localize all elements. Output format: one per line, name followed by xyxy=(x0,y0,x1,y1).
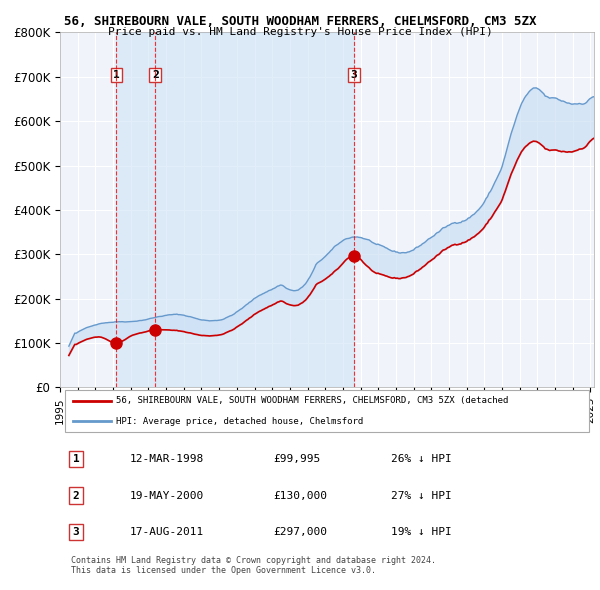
Text: 3: 3 xyxy=(73,527,79,537)
Text: 12-MAR-1998: 12-MAR-1998 xyxy=(130,454,203,464)
Bar xyxy=(155,32,354,388)
Text: 26% ↓ HPI: 26% ↓ HPI xyxy=(391,454,452,464)
Text: 1: 1 xyxy=(73,454,79,464)
Text: £99,995: £99,995 xyxy=(274,454,321,464)
Text: 1: 1 xyxy=(113,70,120,80)
Text: 3: 3 xyxy=(350,70,357,80)
Text: 19-MAY-2000: 19-MAY-2000 xyxy=(130,490,203,500)
Bar xyxy=(116,32,155,388)
Text: 17-AUG-2011: 17-AUG-2011 xyxy=(130,527,203,537)
Text: £297,000: £297,000 xyxy=(274,527,328,537)
Text: £130,000: £130,000 xyxy=(274,490,328,500)
Text: 2: 2 xyxy=(152,70,158,80)
Text: Contains HM Land Registry data © Crown copyright and database right 2024.
This d: Contains HM Land Registry data © Crown c… xyxy=(71,556,436,575)
Text: 27% ↓ HPI: 27% ↓ HPI xyxy=(391,490,452,500)
Text: HPI: Average price, detached house, Chelmsford: HPI: Average price, detached house, Chel… xyxy=(116,417,364,426)
FancyBboxPatch shape xyxy=(65,390,589,432)
Text: 56, SHIREBOURN VALE, SOUTH WOODHAM FERRERS, CHELMSFORD, CM3 5ZX: 56, SHIREBOURN VALE, SOUTH WOODHAM FERRE… xyxy=(64,15,536,28)
Text: 56, SHIREBOURN VALE, SOUTH WOODHAM FERRERS, CHELMSFORD, CM3 5ZX (detached: 56, SHIREBOURN VALE, SOUTH WOODHAM FERRE… xyxy=(116,396,508,405)
Text: 2: 2 xyxy=(73,490,79,500)
Text: 19% ↓ HPI: 19% ↓ HPI xyxy=(391,527,452,537)
Text: Price paid vs. HM Land Registry's House Price Index (HPI): Price paid vs. HM Land Registry's House … xyxy=(107,27,493,37)
